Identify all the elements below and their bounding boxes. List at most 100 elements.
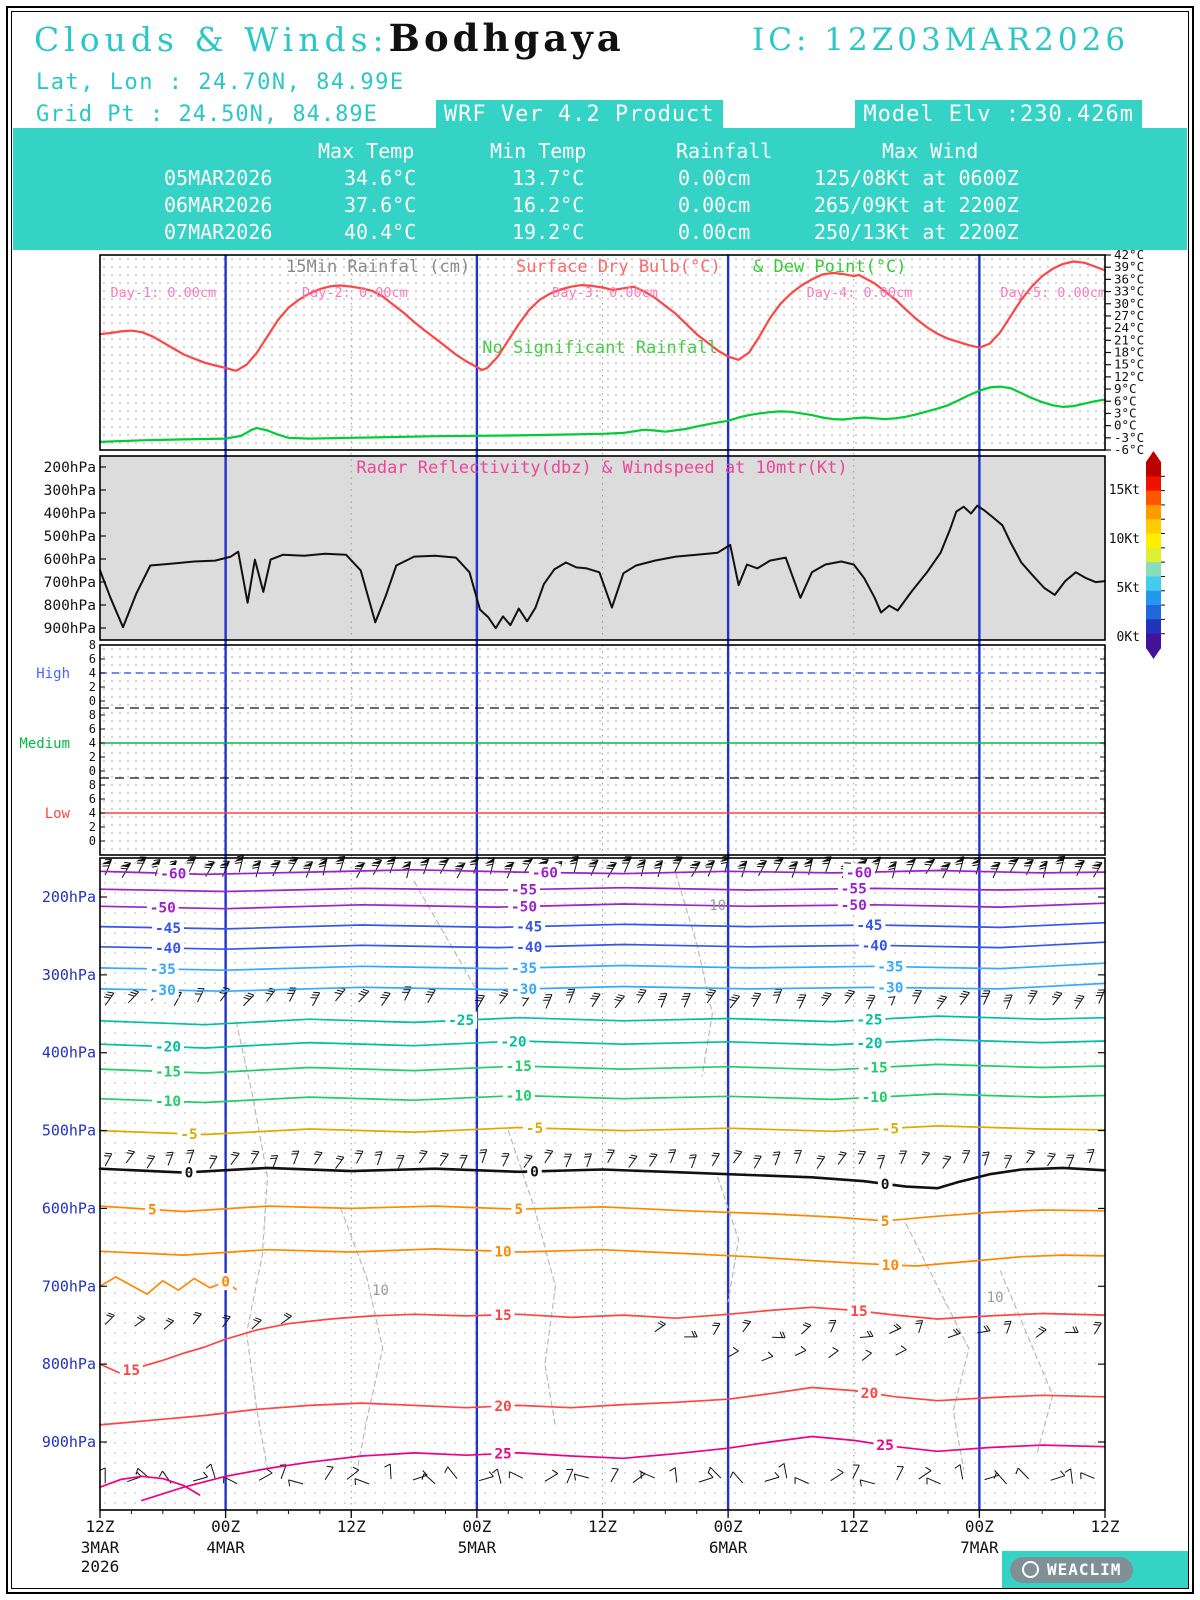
wind-barb xyxy=(291,1150,300,1165)
wind-barb xyxy=(479,1149,488,1163)
wind-barb xyxy=(895,1345,907,1356)
model-elevation-label: Model Elv :230.426m xyxy=(855,100,1142,129)
contour-label-bg xyxy=(152,1092,184,1110)
svg-polygon xyxy=(787,861,798,867)
svg-line xyxy=(869,1330,874,1337)
svg-line xyxy=(1026,1152,1034,1155)
wind-barb xyxy=(503,861,515,879)
svg-line xyxy=(425,993,433,996)
svg-line xyxy=(153,859,161,862)
svg-line xyxy=(753,1155,762,1169)
svg-line xyxy=(326,1465,334,1468)
svg-line xyxy=(412,1474,428,1481)
svg-line xyxy=(926,1477,941,1485)
svg-line xyxy=(657,1322,664,1327)
svg-line xyxy=(925,1466,932,1472)
svg-line xyxy=(940,995,947,998)
svg-line xyxy=(761,1355,773,1362)
svg-line xyxy=(859,1479,862,1487)
svg-line xyxy=(822,862,830,865)
time-tick-label: 00Z xyxy=(714,1517,743,1536)
forecast-max-temp: 34.6°C xyxy=(344,166,417,190)
wind-barb xyxy=(1080,1472,1095,1480)
contour-label-bg xyxy=(502,1087,535,1105)
svg-line xyxy=(320,858,328,861)
svg-line xyxy=(305,861,314,878)
svg-line xyxy=(914,990,922,1005)
svg-line xyxy=(280,1315,292,1325)
svg-polygon xyxy=(419,858,430,864)
svg-line xyxy=(232,1151,240,1154)
svg-line xyxy=(128,993,135,997)
wind-barb xyxy=(1003,994,1013,1010)
svg-line xyxy=(877,1157,884,1160)
windspeed-colorbar: 15Kt 10Kt 5Kt 0Kt xyxy=(1109,451,1165,659)
contour-label-bg xyxy=(858,1059,891,1077)
wind-barb xyxy=(962,1150,971,1164)
svg-line xyxy=(163,1320,175,1330)
svg-line xyxy=(614,995,625,1009)
cloud-tick-label: 2 xyxy=(89,750,96,764)
temp-axis-label: 21°C xyxy=(1114,332,1144,347)
svg-line xyxy=(1055,991,1063,994)
svg-polygon xyxy=(635,859,646,866)
svg-line xyxy=(733,1151,743,1164)
svg-line xyxy=(288,1479,291,1487)
forecast-max-temp: 37.6°C xyxy=(344,193,417,217)
temp-contour xyxy=(98,1166,1107,1190)
day-rain-label: Day-5: 0.00cm xyxy=(1000,285,1106,301)
wind-barb xyxy=(859,1479,875,1487)
wind-barb xyxy=(358,988,370,1003)
svg-line xyxy=(570,862,577,865)
rh-contour-label: 10 xyxy=(372,1283,389,1299)
wind-barb xyxy=(279,1464,287,1479)
contour-label-bg xyxy=(152,1063,184,1081)
svg-line xyxy=(591,995,599,998)
svg-line xyxy=(346,1469,360,1480)
wind-barb xyxy=(1027,990,1038,1005)
svg-line xyxy=(707,1467,711,1474)
svg-line xyxy=(146,1157,154,1160)
svg-line xyxy=(318,865,326,868)
svg-line xyxy=(139,1315,146,1320)
wind-barb xyxy=(508,1471,524,1479)
svg-line xyxy=(500,992,508,995)
dewpoint-title: & Dew Point(°C) xyxy=(753,257,907,277)
svg-line xyxy=(481,1149,488,1163)
wind-barb xyxy=(103,991,115,1006)
svg-line xyxy=(960,992,970,1005)
svg-line xyxy=(427,989,436,1004)
svg-line xyxy=(732,1346,739,1352)
wind-barb xyxy=(796,994,807,1009)
svg-line xyxy=(821,993,832,1007)
wind-barb xyxy=(583,1153,592,1168)
time-tick-label: 12Z xyxy=(839,1517,868,1536)
svg-polygon xyxy=(856,859,867,864)
svg-line xyxy=(478,1476,494,1482)
wind-barb xyxy=(258,1468,273,1481)
wind-barb xyxy=(346,1466,360,1480)
wind-barb xyxy=(544,1469,559,1482)
svg-line xyxy=(470,863,477,866)
svg-line xyxy=(713,1322,721,1325)
svg-line xyxy=(875,856,882,874)
contour-label-bg xyxy=(119,1361,143,1379)
cloud-tick-label: 0 xyxy=(89,764,96,778)
svg-line xyxy=(106,1314,113,1318)
svg-line xyxy=(222,1316,231,1328)
svg-line xyxy=(801,1324,812,1335)
day-rain-label: Day-4: 0.00cm xyxy=(807,285,913,301)
col-header-rainfall: Rainfall xyxy=(676,139,773,163)
wind-barb xyxy=(1074,994,1085,1010)
svg-line xyxy=(936,999,944,1003)
svg-line xyxy=(423,857,430,875)
svg-polygon xyxy=(605,862,617,867)
svg-line xyxy=(942,1157,950,1160)
wind-barb xyxy=(844,989,855,1004)
svg-line xyxy=(255,860,262,878)
temp-axis-label: 0°C xyxy=(1114,418,1137,433)
svg-line xyxy=(280,1464,287,1479)
svg-line xyxy=(146,1156,156,1169)
forecast-rainfall: 0.00cm xyxy=(678,193,751,217)
svg-line xyxy=(187,1149,194,1152)
